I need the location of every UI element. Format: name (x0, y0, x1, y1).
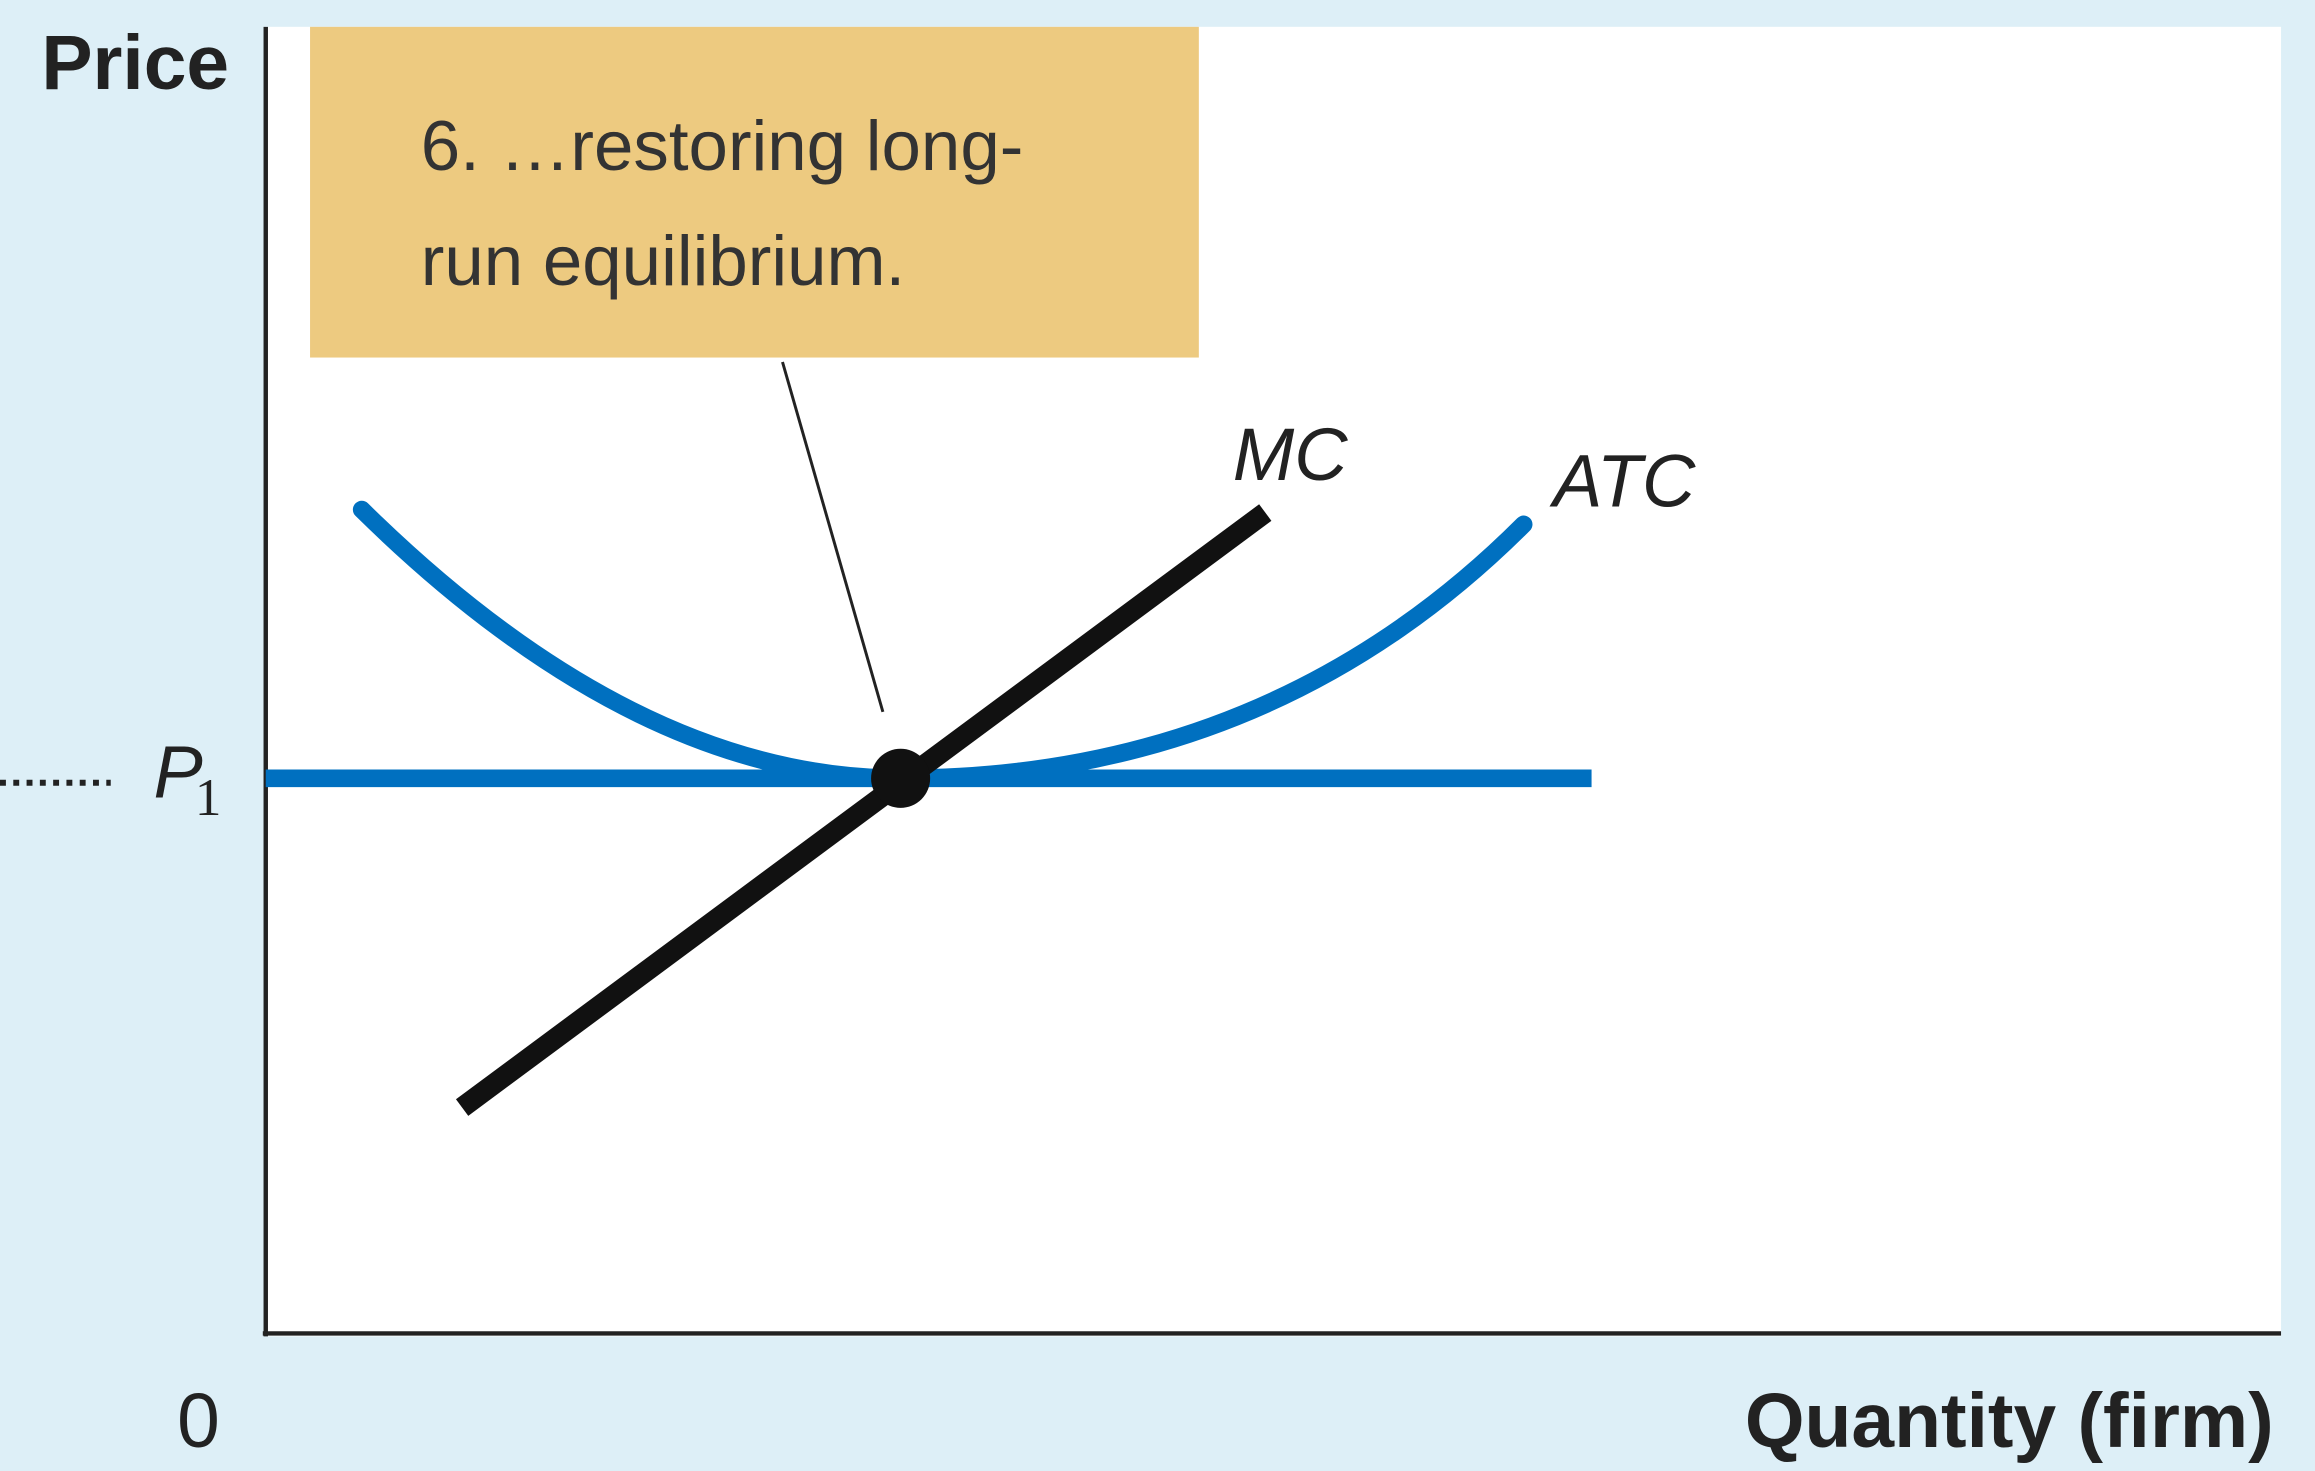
annotation-line: 6. …restoring long- (421, 107, 1024, 186)
price-subscript: 1 (195, 769, 222, 827)
x-axis-label: Quantity (firm) (1745, 1379, 2274, 1464)
y-axis-label: Price (41, 21, 229, 106)
equilibrium-point (871, 748, 931, 808)
annotation-line: run equilibrium. (421, 222, 905, 301)
annotation-box (310, 26, 1199, 358)
price-label: P (154, 731, 203, 814)
mc-curve (455, 504, 1272, 1116)
annotation-pointer (781, 361, 885, 713)
mc-label: MC (1233, 413, 1348, 496)
origin-label: 0 (177, 1379, 220, 1464)
atc-label: ATC (1549, 440, 1696, 523)
